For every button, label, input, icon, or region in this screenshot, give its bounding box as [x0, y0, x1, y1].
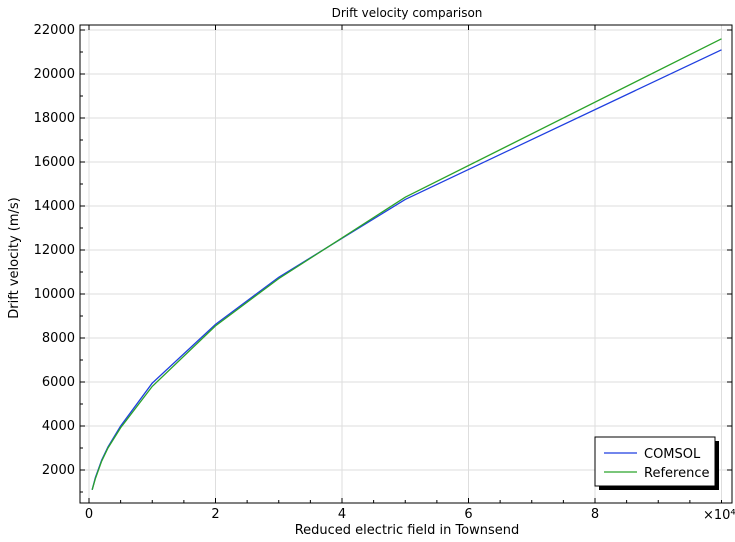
legend-label-comsol: COMSOL — [644, 447, 701, 462]
x-tick-label: 4 — [338, 507, 346, 522]
x-tick-label: 8 — [591, 507, 599, 522]
legend: COMSOL Reference — [594, 436, 719, 490]
y-tick-label: 2000 — [42, 463, 75, 478]
axis-ticks: 0 2 4 6 8 2000 4000 6000 8000 10000 12000 14000 1600… — [34, 23, 732, 522]
y-tick-label: 20000 — [34, 67, 75, 82]
legend-label-reference: Reference — [644, 466, 709, 481]
legend-box — [594, 436, 716, 487]
y-tick-label: 14000 — [34, 199, 75, 214]
y-tick-label: 6000 — [42, 375, 75, 390]
x-tick-label: 6 — [464, 507, 472, 522]
y-tick-label: 10000 — [34, 287, 75, 302]
y-tick-label: 18000 — [34, 111, 75, 126]
y-tick-label: 4000 — [42, 419, 75, 434]
plot-area — [79, 24, 733, 504]
y-tick-label: 8000 — [42, 331, 75, 346]
y-tick-label: 22000 — [34, 23, 75, 38]
grid-lines — [80, 25, 732, 503]
x-axis-multiplier: ×10⁴ — [703, 508, 735, 523]
y-tick-label: 12000 — [34, 243, 75, 258]
x-axis-label: Reduced electric field in Townsend — [295, 523, 520, 538]
series-layer — [91, 38, 722, 490]
x-tick-label: 2 — [211, 507, 219, 522]
chart-title: Drift velocity comparison — [332, 6, 483, 20]
y-tick-label: 16000 — [34, 155, 75, 170]
x-tick-label: 0 — [85, 507, 93, 522]
y-axis-label: Drift velocity (m/s) — [7, 197, 22, 318]
series-line-reference — [91, 38, 722, 490]
